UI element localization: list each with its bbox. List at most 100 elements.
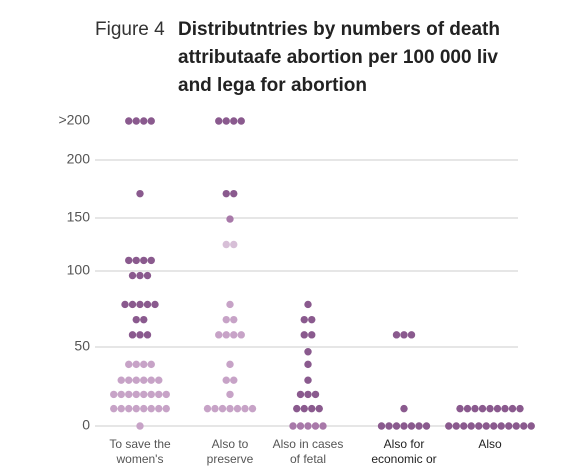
dot	[125, 117, 133, 125]
dot	[463, 404, 472, 413]
dot	[304, 348, 312, 356]
x-tick-label: Also to	[212, 437, 249, 451]
dot	[300, 404, 308, 413]
dot	[400, 331, 408, 339]
dot	[248, 404, 257, 413]
dot	[289, 422, 297, 430]
dot	[508, 404, 517, 413]
dot	[296, 390, 305, 399]
dot	[125, 390, 133, 399]
y-tick-label: >200	[58, 112, 90, 128]
y-tick-label: 50	[74, 338, 90, 354]
dot	[486, 404, 494, 413]
dot	[140, 376, 148, 384]
dot	[467, 422, 475, 430]
dot	[132, 360, 140, 369]
dot	[215, 117, 223, 125]
figure-label: Figure 4	[95, 19, 165, 40]
dot	[230, 117, 238, 125]
dot	[125, 360, 133, 369]
dot	[132, 390, 140, 399]
dot	[110, 390, 118, 399]
dot	[460, 422, 468, 430]
dot	[147, 390, 155, 399]
dot	[400, 404, 408, 413]
dot	[452, 422, 460, 430]
dot	[147, 376, 155, 384]
y-tick-label: 150	[67, 209, 91, 225]
dot	[304, 390, 312, 399]
dot	[230, 189, 238, 198]
dot	[226, 404, 234, 413]
dot	[162, 404, 170, 413]
x-tick-label: preserve	[207, 452, 254, 466]
dot	[132, 376, 140, 384]
dot	[308, 404, 316, 413]
dot	[493, 404, 502, 413]
dot	[226, 360, 234, 369]
x-tick-label: To save the	[109, 437, 171, 451]
chart-title: and lega for abortion	[178, 75, 367, 96]
dot	[136, 189, 144, 198]
dot	[478, 404, 487, 413]
dot	[136, 331, 144, 339]
dot	[304, 360, 312, 369]
dot	[222, 240, 230, 249]
dot	[304, 300, 312, 309]
dot	[392, 422, 401, 430]
dot	[143, 331, 152, 339]
dot	[203, 404, 212, 413]
dot	[121, 300, 129, 309]
dot	[222, 315, 230, 324]
dot	[512, 422, 520, 430]
dot	[125, 376, 133, 384]
dot	[308, 331, 316, 339]
dot	[501, 404, 509, 413]
dot	[110, 404, 118, 413]
dot	[296, 422, 305, 430]
x-tick-label: Also in cases	[273, 437, 344, 451]
dot	[471, 404, 479, 413]
dot	[377, 422, 386, 430]
x-tick-label: economic or	[371, 452, 436, 466]
dot	[117, 376, 125, 384]
dot	[162, 390, 170, 399]
dot	[215, 331, 223, 339]
dot	[136, 271, 144, 280]
dot	[527, 422, 535, 430]
x-tick-label: of fetal	[290, 452, 326, 466]
dot	[400, 422, 408, 430]
dot	[385, 422, 393, 430]
dot	[230, 240, 238, 249]
dot	[147, 404, 155, 413]
dot	[155, 376, 163, 384]
dot	[497, 422, 505, 430]
dot	[237, 117, 245, 125]
dot	[140, 256, 148, 265]
dot	[222, 376, 230, 384]
dot	[445, 422, 453, 430]
dot	[516, 404, 524, 413]
dot	[147, 360, 155, 369]
chart-title: attributaafe abortion per 100 000 liv	[178, 47, 498, 68]
dot	[218, 404, 227, 413]
x-tick-label: Also for	[384, 437, 425, 451]
dot	[151, 300, 159, 309]
dot	[226, 300, 234, 309]
dot	[293, 404, 301, 413]
y-tick-label: 200	[67, 151, 91, 167]
dot	[136, 300, 144, 309]
dot	[226, 215, 234, 223]
dot	[222, 117, 230, 125]
dot	[319, 422, 327, 430]
dot	[147, 117, 155, 125]
dot	[117, 404, 125, 413]
dot	[140, 360, 148, 369]
dot	[143, 271, 152, 280]
dot	[308, 315, 316, 324]
chart-title: Distributntries by numbers of death	[178, 19, 500, 40]
dot	[230, 331, 238, 339]
dot	[230, 315, 238, 324]
dot	[211, 404, 219, 413]
dot	[407, 422, 416, 430]
